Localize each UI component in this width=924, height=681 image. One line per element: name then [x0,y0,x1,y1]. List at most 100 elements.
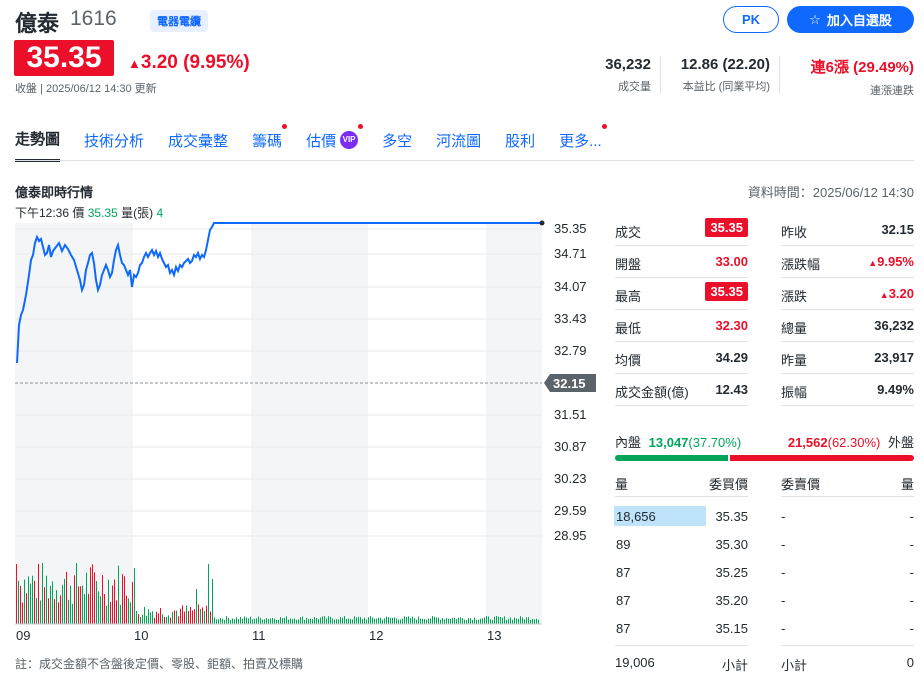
y-tick-label: 30.87 [554,439,587,454]
tab-chips[interactable]: 籌碼 [252,124,288,162]
tab-label: 股利 [505,132,536,150]
volume-bar [392,617,393,624]
volume-bar [448,618,449,624]
volume-bar [442,618,443,624]
volume-bar [386,616,387,624]
tab-more[interactable]: 更多... [559,124,607,162]
quote-label: 漲跌 [781,289,808,304]
bid-volume: 87 [616,565,631,580]
volume-bar [246,617,247,624]
volume-bar [430,618,431,624]
volume-bar [434,616,435,624]
volume-bar [138,614,139,624]
tab-dividend[interactable]: 股利 [505,128,535,162]
x-tick-label: 13 [487,628,501,643]
quote-label: 總量 [781,321,808,336]
volume-bar [320,617,321,624]
y-tick-label: 30.23 [554,471,587,486]
volume-bar [236,617,237,624]
volume-bar [68,599,69,624]
volume-bar [354,616,355,624]
volume-bar [512,619,513,624]
volume-bar [522,617,523,624]
quote-label: 成交 [615,225,642,240]
row-divider [615,309,748,310]
volume-bar [84,594,85,624]
outer-value: 21,562 [787,435,828,450]
volume-bar [78,586,79,624]
volume-bar [484,617,485,624]
outer-label: 外盤 [887,435,914,450]
tab-river[interactable]: 河流圖 [436,128,481,162]
tab-trades[interactable]: 成交彙整 [168,128,228,162]
volume-bar [16,564,17,624]
volume-bar [158,613,159,624]
volume-bar [488,616,489,624]
up-arrow-icon: ▲ [868,258,878,268]
volume-bar [356,617,357,624]
add-watchlist-button[interactable]: ☆ 加入自選股 [787,6,914,33]
sector-badge[interactable]: 電器電纜 [150,10,208,32]
tab-chart[interactable]: 走勢圖 [15,128,61,162]
volume-bar [290,618,291,624]
volume-bar [316,618,317,624]
volume-bar [204,610,205,624]
volume-bar [358,616,359,624]
volume-bar [350,618,351,624]
up-arrow-icon: ▲ [879,290,889,300]
hover-price: 35.35 [87,206,118,220]
volume-bar [432,616,433,624]
volume-bar [134,568,135,624]
hover-time: 下午12:36 [15,206,70,220]
quote-label: 最低 [615,321,642,336]
volume-bar [132,581,133,624]
bid-price: 35.30 [715,537,748,552]
volume-bar [118,565,119,624]
volume-bar [500,616,501,624]
volume-bar [210,611,211,624]
tab-divider [15,160,914,161]
quote-value: 12.43 [715,382,748,397]
volume-bar [428,618,429,624]
volume-bar [38,563,39,624]
volume-bar [382,619,383,624]
volume-bar [524,619,525,624]
ask-price: - [781,509,786,524]
volume-bar [302,616,303,624]
volume-bar [490,619,491,624]
volume-bar [364,617,365,624]
volume-bar [208,564,209,624]
volume-bar [196,589,197,624]
quote-value: 33.00 [715,254,748,269]
volume-bar [80,586,81,624]
tab-technical[interactable]: 技術分析 [84,128,144,162]
quote-value: ▲9.95% [868,254,914,269]
volume-bar [366,619,367,624]
volume-bar [88,593,89,624]
volume-bar [424,619,425,624]
tab-valuation[interactable]: 估價 VIP [306,124,364,162]
volume-bar [276,619,277,624]
volume-bar [54,599,55,624]
row-divider [781,496,914,497]
quote-value-text: 35.35 [705,282,748,301]
volume-bar [508,618,509,624]
row-divider [781,373,914,374]
volume-bar [362,618,363,624]
volume-bar [494,616,495,624]
quote-value-text: 32.15 [881,222,914,237]
quote-value-text: 23,917 [874,350,914,365]
bid-volume: 87 [616,621,631,636]
volume-bar [272,617,273,624]
volume-bar [188,611,189,624]
volume-bar [412,616,413,624]
y-tick-label: 34.71 [554,246,587,261]
volume-bar [268,618,269,624]
intraday-chart[interactable]: 35.35 34.71 34.07 33.43 32.79 31.51 30.87 30.23… [0,215,600,645]
book-header: 委賣價 [781,477,821,492]
volume-bar [254,618,255,624]
volume-bar [394,617,395,624]
tab-longshort[interactable]: 多空 [382,128,412,162]
volume-bar [62,584,63,624]
pk-button[interactable]: PK [723,6,779,33]
